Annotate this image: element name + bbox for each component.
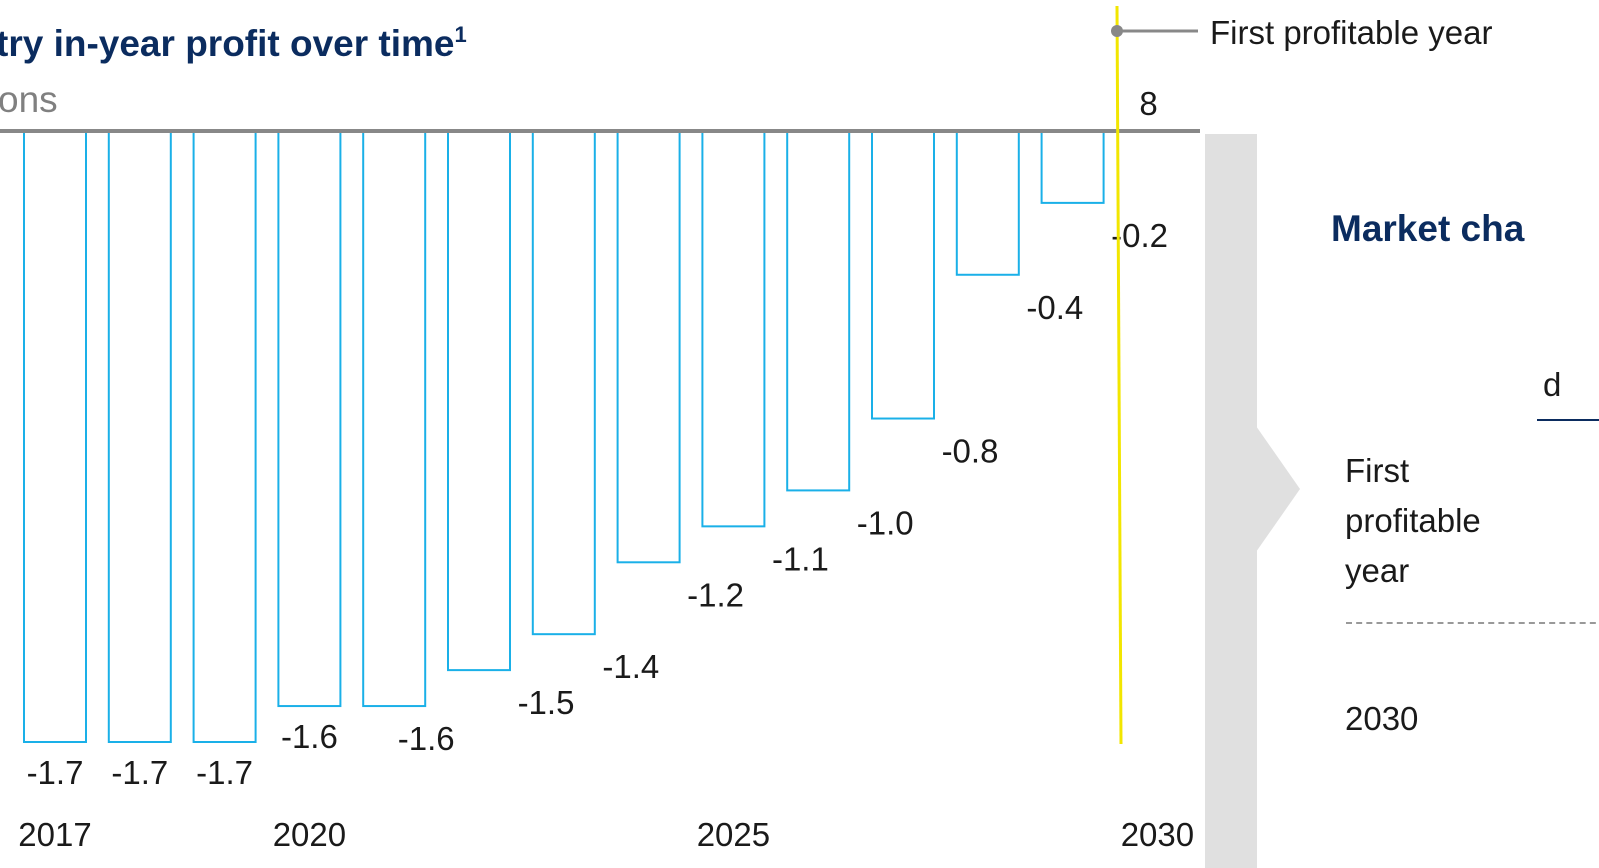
first-profitable-year-marker <box>1115 5 1123 745</box>
x-tick-label: 2017 <box>18 816 91 853</box>
bar-value-label: -1.2 <box>687 576 744 613</box>
bar-value-label: -1.5 <box>518 684 575 721</box>
x-tick-label: 2025 <box>697 816 770 853</box>
bar-2021 <box>362 130 427 708</box>
bar-2018 <box>107 130 172 743</box>
x-tick-label: 2030 <box>1121 816 1194 853</box>
bar-value-label: -1.6 <box>398 720 455 757</box>
chart-subtitle: ons <box>0 79 58 120</box>
bar-value-label: 8 <box>1139 85 1157 122</box>
bar-value-label: -0.4 <box>1026 289 1083 326</box>
bar-2022 <box>447 130 511 672</box>
bar-2026 <box>786 130 851 492</box>
chart-title: try in-year profit over time1 <box>0 22 467 64</box>
bar-2017 <box>23 130 87 743</box>
bar-2025 <box>701 130 766 528</box>
side-panel-row-value: 2030 <box>1345 700 1419 737</box>
bar-2019 <box>192 130 257 743</box>
bar-2028 <box>955 130 1020 276</box>
side-panel-column-header: d <box>1543 366 1562 403</box>
bar-2024 <box>616 130 681 564</box>
side-panel-row-label: First profitable year <box>1345 452 1481 589</box>
bar-value-label: -1.0 <box>857 504 914 541</box>
bar-value-label: -1.4 <box>602 648 659 685</box>
side-panel-title: Market cha <box>1331 208 1525 249</box>
x-tick-label: 2020 <box>273 816 346 853</box>
bar-value-label: -1.6 <box>281 718 338 755</box>
bar-2020 <box>277 130 342 708</box>
bar-value-label: -1.7 <box>27 754 84 791</box>
bar-2029 <box>1040 130 1105 204</box>
bar-value-label: -1.7 <box>111 754 168 791</box>
chevron-arrow-icon <box>1256 426 1300 552</box>
title-footnote-marker: 1 <box>454 22 467 47</box>
bar-value-label: -0.8 <box>942 433 999 470</box>
bar-value-label: -1.7 <box>196 754 253 791</box>
dashed-divider <box>1346 622 1599 624</box>
bar-2027 <box>871 130 935 420</box>
divider-band <box>1205 134 1257 868</box>
annotation-dot <box>1111 25 1123 37</box>
bar-value-label: -1.1 <box>772 540 829 577</box>
column-header-underline <box>1537 419 1599 421</box>
first-profitable-year-annotation: First profitable year <box>1210 14 1493 51</box>
bar-chart: -1.7 -1.7 -1.7 -1.6 -1.6 -1.5 -1.4 -1.2 -1.1 -1.0… <box>0 5 1200 853</box>
bar-value-label: -0.2 <box>1111 217 1168 254</box>
bar-2023 <box>531 130 596 636</box>
